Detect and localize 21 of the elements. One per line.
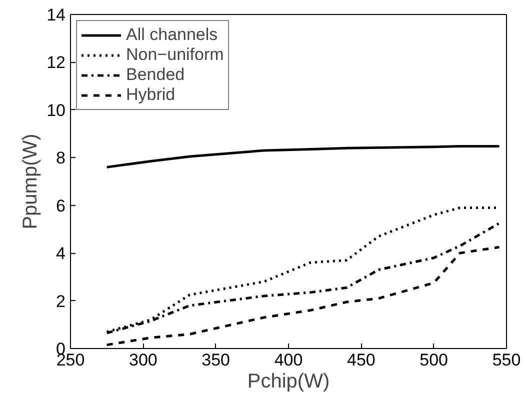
x-tick-label: 350: [202, 350, 230, 370]
y-tick-label: 12: [46, 53, 66, 72]
x-tick-label: 550: [492, 350, 521, 370]
y-tick-label: 4: [56, 244, 66, 264]
x-tick-label: 400: [274, 350, 303, 370]
x-tick-label: 500: [420, 350, 448, 370]
y-tick-label: 8: [56, 148, 66, 168]
legend-label: Bended: [126, 65, 185, 85]
x-tick-label: 450: [346, 350, 376, 370]
y-tick-label: 14: [46, 6, 66, 24]
y-tick-label: 6: [56, 196, 66, 216]
y-tick-label: 10: [46, 100, 66, 120]
line-series: [106, 144, 500, 168]
x-axis-title: Pchip(W): [247, 370, 330, 392]
x-tick-label: 300: [128, 350, 158, 370]
line-series: [106, 246, 500, 346]
y-tick-label: 2: [56, 292, 66, 311]
legend-label: Hybrid: [126, 85, 176, 105]
legend-label: All channels: [126, 25, 218, 45]
legend-label: Non−uniform: [126, 45, 224, 65]
y-axis-title: Ppump(W): [20, 134, 42, 230]
